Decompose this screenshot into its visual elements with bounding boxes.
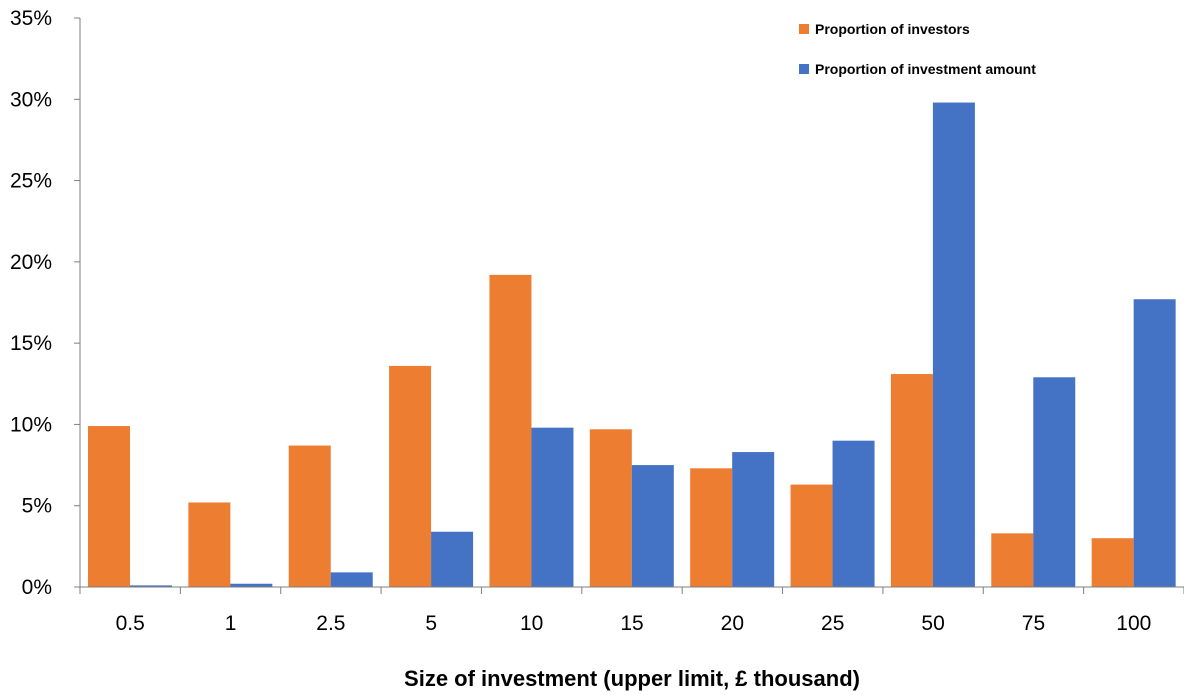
- y-axis-ticks: 0% 5% 10% 15% 20% 25% 30% 35%: [10, 7, 80, 599]
- x-tick-label: 20: [721, 612, 744, 635]
- bars: [88, 102, 1176, 587]
- x-tick-label: 75: [1022, 612, 1045, 635]
- y-tick-label: 15%: [10, 332, 52, 355]
- legend: Proportion of investors Proportion of inv…: [799, 21, 1036, 77]
- bar-investment-amount: [932, 102, 975, 587]
- x-tick-label: 15: [620, 612, 643, 635]
- legend-label: Proportion of investors: [815, 21, 970, 37]
- bar-investment-amount: [230, 583, 273, 587]
- bar-investors: [690, 468, 733, 587]
- bar-investors: [890, 374, 933, 587]
- bar-investors: [188, 502, 231, 587]
- y-tick-label: 25%: [10, 170, 52, 193]
- bar-investment-amount: [531, 427, 574, 587]
- bar-investment-amount: [732, 452, 775, 587]
- x-tick-label: 10: [520, 612, 543, 635]
- x-tick-label: 1: [225, 612, 237, 635]
- x-tick-label: 0.5: [116, 612, 145, 635]
- bar-investors: [1091, 538, 1134, 587]
- legend-label: Proportion of investment amount: [815, 61, 1036, 77]
- bar-investors: [489, 274, 532, 587]
- x-tick-label: 25: [821, 612, 844, 635]
- x-tick-label: 100: [1116, 612, 1151, 635]
- y-tick-label: 20%: [10, 251, 52, 274]
- x-axis-ticks: 0.5 1 2.5 5 10 15 20 25 50 75 100: [79, 587, 1184, 635]
- x-tick-label: 2.5: [316, 612, 345, 635]
- bar-investors: [88, 426, 130, 587]
- x-tick-label: 5: [425, 612, 437, 635]
- bar-investors: [389, 365, 432, 587]
- bar-investment-amount: [631, 465, 674, 587]
- bar-investment-amount: [1133, 299, 1176, 587]
- y-tick-label: 35%: [10, 7, 52, 30]
- bar-investors: [288, 445, 331, 587]
- bar-investors: [790, 484, 833, 587]
- bar-investment-amount: [130, 585, 172, 587]
- y-tick-label: 30%: [10, 88, 52, 111]
- bar-investors: [991, 533, 1034, 587]
- x-axis-title: Size of investment (upper limit, £ thous…: [404, 666, 860, 691]
- legend-swatch: [799, 64, 809, 74]
- bar-investors: [589, 429, 632, 587]
- y-tick-label: 5%: [22, 495, 52, 518]
- bar-investment-amount: [431, 531, 474, 587]
- x-tick-label: 50: [921, 612, 944, 635]
- legend-swatch: [799, 24, 809, 34]
- bar-investment-amount: [832, 440, 875, 587]
- bar-investment-amount: [330, 572, 373, 587]
- y-tick-label: 10%: [10, 413, 52, 436]
- bar-investment-amount: [1033, 377, 1076, 587]
- y-tick-label: 0%: [22, 576, 52, 599]
